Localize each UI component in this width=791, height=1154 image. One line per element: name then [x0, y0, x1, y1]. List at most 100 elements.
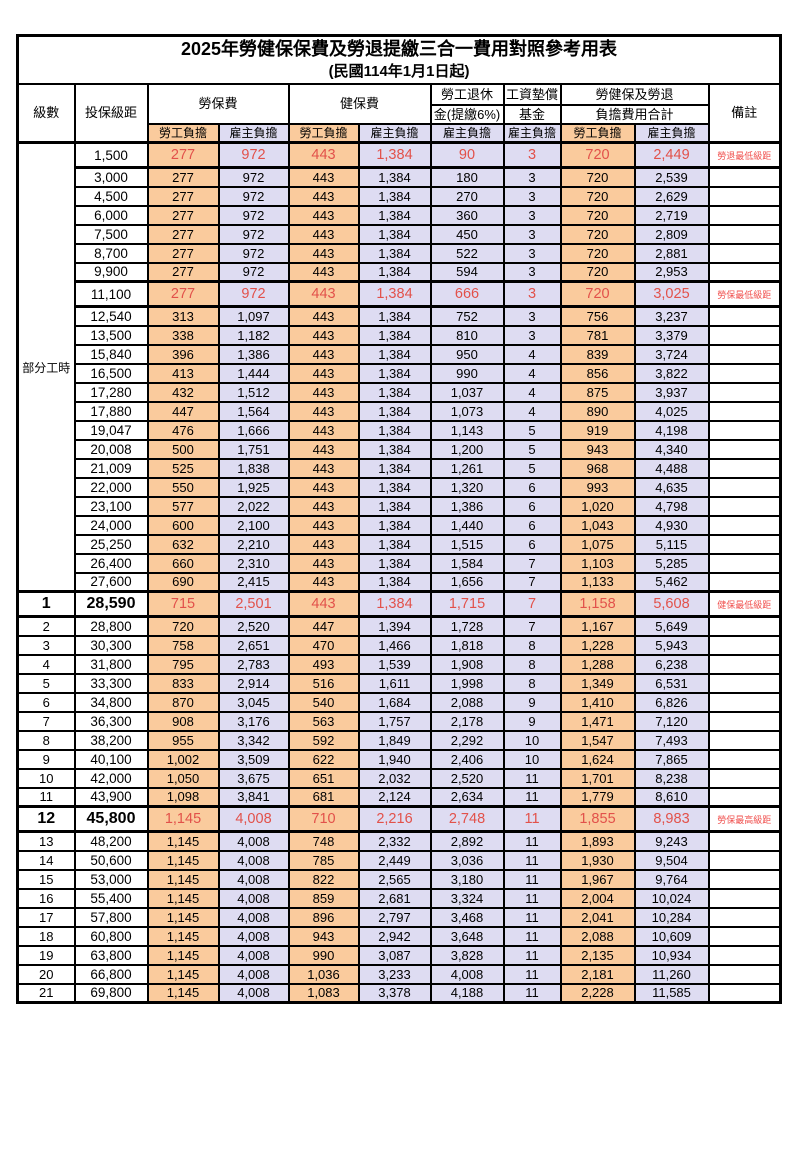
value-cell-pension-employer: 1,037	[429, 381, 505, 403]
value-cell-pension-employer: 270	[429, 185, 505, 207]
value-cell-total-employee: 720	[559, 242, 636, 264]
value-cell-hi-employer: 1,539	[357, 653, 432, 675]
value-cell-total-employee: 919	[559, 419, 636, 441]
value-cell-hi-employer: 1,394	[357, 615, 432, 637]
col-header-labor-insurance: 勞保費	[146, 82, 290, 125]
level-cell: 6	[16, 691, 76, 713]
remark-cell	[707, 533, 782, 555]
value-cell-li-employer: 1,925	[217, 476, 290, 498]
value-cell-total-employer: 10,934	[633, 944, 710, 966]
value-cell-total-employer: 10,024	[633, 887, 710, 909]
remark-cell	[707, 830, 782, 852]
value-cell-pension-employer: 1,998	[429, 672, 505, 694]
value-cell-li-employee: 1,145	[146, 830, 220, 852]
value-cell-fund-employer: 10	[502, 729, 562, 751]
value-cell-li-employee: 908	[146, 710, 220, 732]
level-cell: 2	[16, 615, 76, 637]
value-cell-pension-employer: 90	[429, 141, 505, 169]
value-cell-li-employer: 4,008	[217, 887, 290, 909]
value-cell-hi-employee: 1,036	[287, 963, 360, 985]
value-cell-fund-employer: 11	[502, 805, 562, 833]
col-header-total-line1: 勞健保及勞退	[559, 82, 710, 106]
value-cell-hi-employer: 1,684	[357, 691, 432, 713]
value-cell-total-employer: 3,937	[633, 381, 710, 403]
table-row: 6,000 277 972 443 1,384 360 3 720 2,719	[18, 204, 782, 226]
value-cell-pension-employer: 450	[429, 223, 505, 245]
value-cell-li-employer: 1,564	[217, 400, 290, 422]
value-cell-total-employee: 1,158	[559, 590, 636, 618]
value-cell-pension-employer: 1,200	[429, 438, 505, 460]
value-cell-total-employee: 1,624	[559, 748, 636, 770]
table-row: 11 43,900 1,098 3,841 681 2,124 2,634 11 1,779 8,…	[16, 786, 782, 808]
value-cell-total-employee: 2,228	[559, 982, 636, 1004]
value-cell-hi-employee: 516	[287, 672, 360, 694]
value-cell-hi-employer: 1,384	[357, 185, 432, 207]
value-cell-hi-employee: 443	[287, 438, 360, 460]
remark-cell	[707, 362, 782, 384]
value-cell-pension-employer: 3,828	[429, 944, 505, 966]
value-cell-total-employer: 2,953	[633, 261, 710, 283]
value-cell-pension-employer: 2,748	[429, 805, 505, 833]
value-cell-total-employer: 5,649	[633, 615, 710, 637]
title-row: 2025年勞健保保費及勞退提繳三合一費用對照參考用表 (民國114年1月1日起)	[16, 34, 782, 85]
page: 2025年勞健保保費及勞退提繳三合一費用對照參考用表 (民國114年1月1日起)…	[0, 34, 791, 1154]
col-header-pension-line1: 勞工退休	[429, 82, 505, 106]
col-header-wage-fund-line2: 基金	[502, 103, 562, 125]
bracket-cell: 33,300	[73, 672, 149, 694]
value-cell-hi-employee: 710	[287, 805, 360, 833]
value-cell-hi-employer: 1,384	[357, 590, 432, 618]
value-cell-li-employer: 3,342	[217, 729, 290, 751]
table-row: 13 48,200 1,145 4,008 748 2,332 2,892 11 1,893 9,…	[16, 830, 782, 852]
table-row: 27,600 690 2,415 443 1,384 1,656 7 1,133 5,462	[18, 571, 782, 593]
value-cell-total-employer: 11,585	[633, 982, 710, 1004]
table-row: 15,840 396 1,386 443 1,384 950 4 839 3,724	[18, 343, 782, 365]
remark-cell	[707, 767, 782, 789]
table-row: 14 50,600 1,145 4,008 785 2,449 3,036 11 1,930 9,…	[16, 849, 782, 871]
value-cell-total-employer: 3,025	[633, 280, 710, 308]
value-cell-total-employee: 1,893	[559, 830, 636, 852]
value-cell-pension-employer: 2,520	[429, 767, 505, 789]
bracket-cell: 30,300	[73, 634, 149, 656]
table-row: 19 63,800 1,145 4,008 990 3,087 3,828 11 2,135 10…	[16, 944, 782, 966]
value-cell-total-employee: 2,041	[559, 906, 636, 928]
level-cell: 10	[16, 767, 76, 789]
value-cell-hi-employer: 1,384	[357, 381, 432, 403]
table-row: 24,000 600 2,100 443 1,384 1,440 6 1,043 4,930	[18, 514, 782, 536]
value-cell-li-employee: 870	[146, 691, 220, 713]
value-cell-pension-employer: 2,892	[429, 830, 505, 852]
value-cell-li-employer: 1,386	[217, 343, 290, 365]
bracket-cell: 7,500	[73, 223, 149, 245]
value-cell-hi-employee: 443	[287, 514, 360, 536]
value-cell-fund-employer: 3	[502, 223, 562, 245]
value-cell-li-employer: 972	[217, 223, 290, 245]
table-row: 11,100 277 972 443 1,384 666 3 720 3,025 勞保最低級距	[18, 280, 782, 308]
value-cell-fund-employer: 11	[502, 849, 562, 871]
value-cell-li-employee: 277	[146, 223, 220, 245]
bracket-cell: 50,600	[73, 849, 149, 871]
value-cell-hi-employer: 1,849	[357, 729, 432, 751]
table-row: 部分工時 1,500 277 972 443 1,384 90 3 720 2,449 勞退最低級距	[16, 141, 782, 593]
table-row: 10 42,000 1,050 3,675 651 2,032 2,520 11 1,701 8,…	[16, 767, 782, 789]
level-cell: 17	[16, 906, 76, 928]
value-cell-hi-employee: 540	[287, 691, 360, 713]
remark-cell	[707, 495, 782, 517]
value-cell-total-employee: 1,103	[559, 552, 636, 574]
bracket-cell: 6,000	[73, 204, 149, 226]
value-cell-li-employer: 4,008	[217, 906, 290, 928]
subheader-li-employer: 雇主負擔	[217, 122, 290, 144]
table-row: 12,540 313 1,097 443 1,384 752 3 756 3,237	[18, 305, 782, 327]
value-cell-hi-employer: 3,087	[357, 944, 432, 966]
value-cell-li-employer: 2,100	[217, 514, 290, 536]
level-cell: 11	[16, 786, 76, 808]
value-cell-hi-employer: 1,384	[357, 400, 432, 422]
value-cell-hi-employee: 592	[287, 729, 360, 751]
value-cell-fund-employer: 11	[502, 887, 562, 909]
value-cell-li-employer: 4,008	[217, 925, 290, 947]
value-cell-hi-employer: 2,565	[357, 868, 432, 890]
bracket-cell: 42,000	[73, 767, 149, 789]
value-cell-total-employee: 1,410	[559, 691, 636, 713]
table-row: 4 31,800 795 2,783 493 1,539 1,908 8 1,288 6,238	[16, 653, 782, 675]
remark-cell	[707, 457, 782, 479]
remark-cell	[707, 786, 782, 808]
level-cell: 19	[16, 944, 76, 966]
